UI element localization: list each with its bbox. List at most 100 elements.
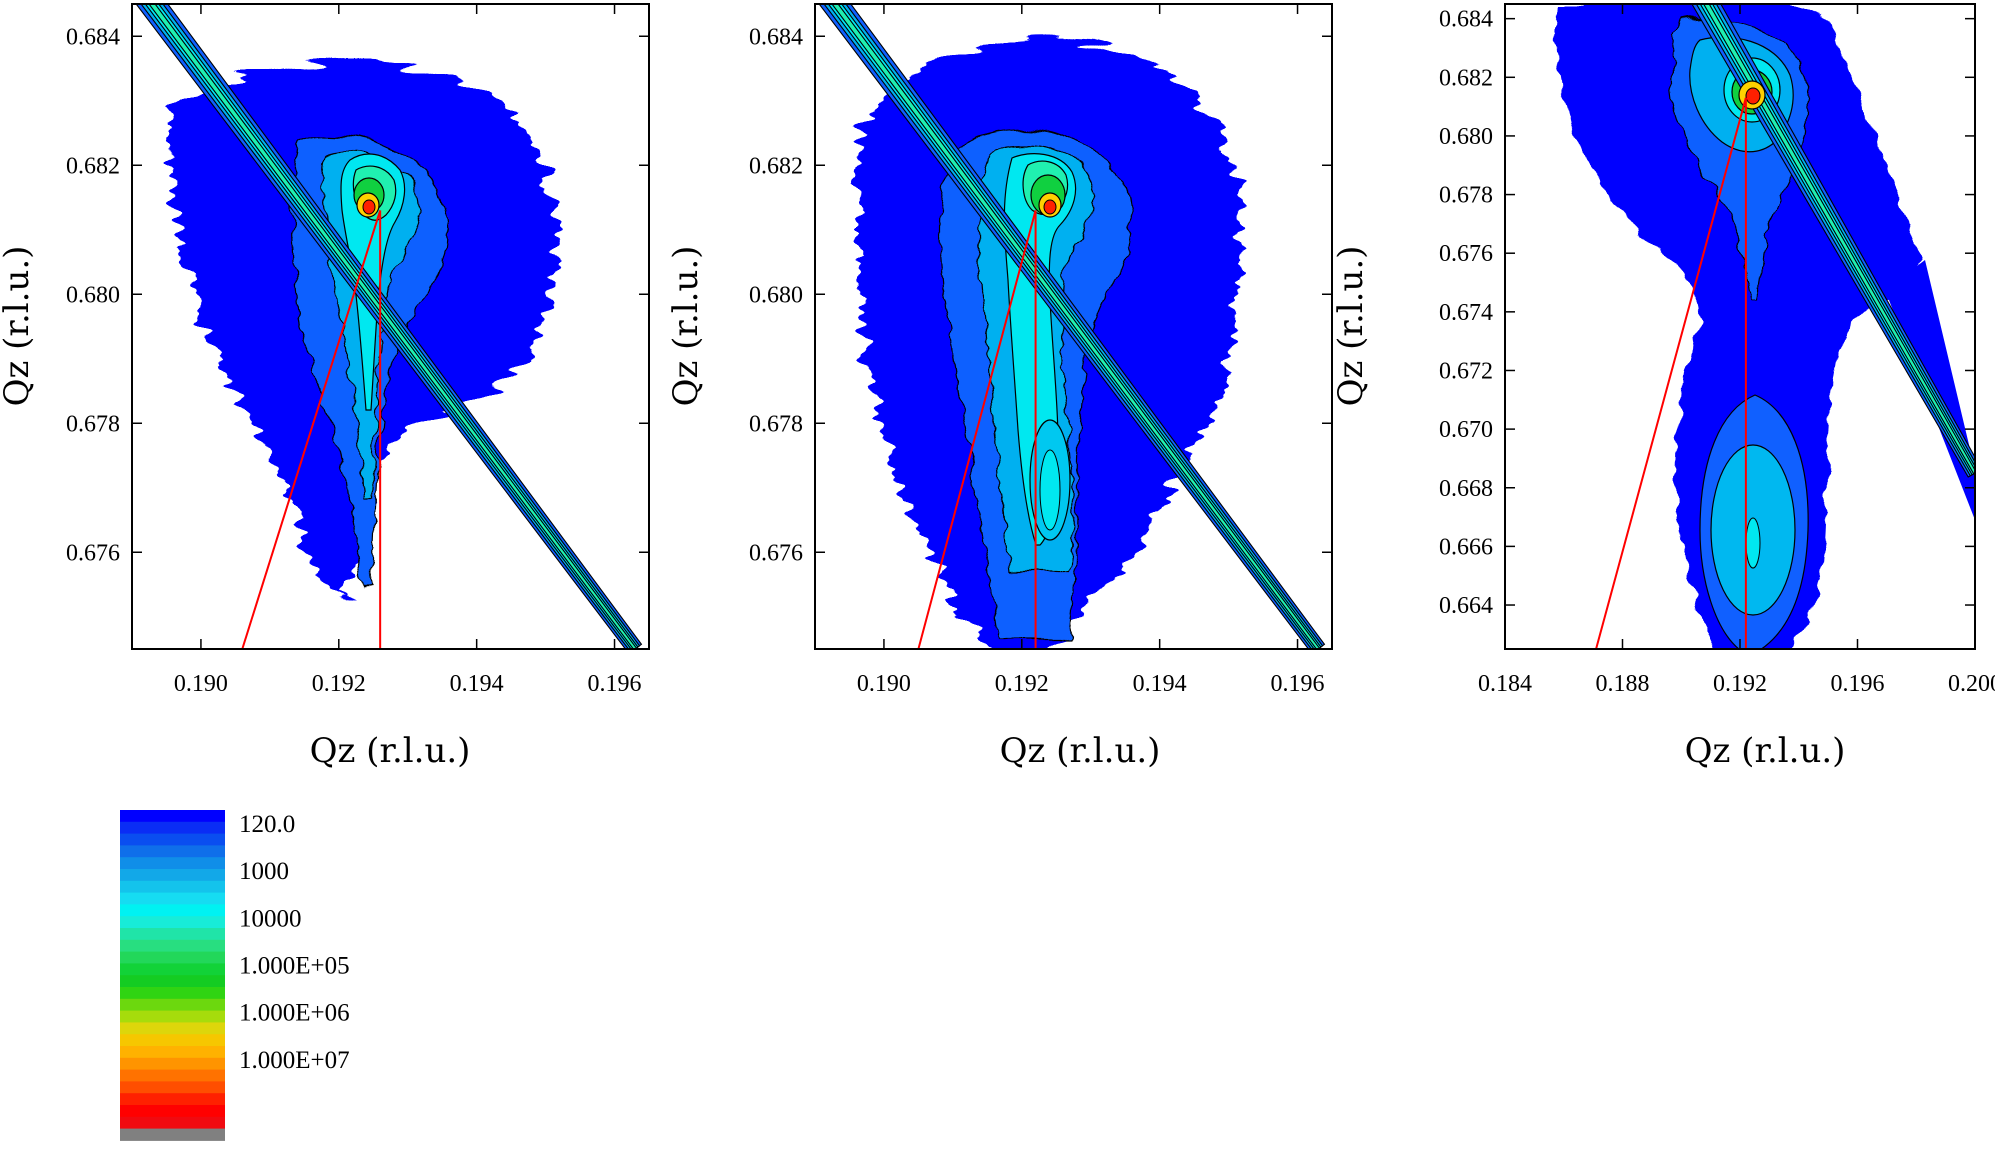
colorbar-band xyxy=(120,1034,225,1047)
colorbar-label: 1.000E+07 xyxy=(239,1047,350,1074)
colorbar-band xyxy=(120,987,225,1000)
y-tick-label: 0.676 xyxy=(1439,241,1493,267)
colorbar-band xyxy=(120,928,225,941)
y-tick-label: 0.666 xyxy=(1439,534,1493,560)
x-tick-label: 0.194 xyxy=(1133,671,1187,697)
panel-2-intensity-map xyxy=(818,4,1326,649)
colorbar-band xyxy=(120,1046,225,1059)
colorbar-band xyxy=(120,1105,225,1118)
panel-3-peak-core xyxy=(1745,87,1761,105)
panel-3-ticks: 0.184 0.188 0.192 0.196 0.200 0.664 0.666 0.668… xyxy=(1439,4,1995,697)
reference-line-2 xyxy=(917,210,1037,649)
colorbar-band xyxy=(120,998,225,1012)
colorbar-band xyxy=(120,1116,225,1130)
colorbar-band xyxy=(120,857,225,870)
y-tick-label: 0.678 xyxy=(66,411,120,437)
panel-1-peak-core xyxy=(362,199,376,215)
panel-1-x-axis-title: Qz (r.l.u.) xyxy=(310,731,471,771)
y-tick-label: 0.674 xyxy=(1439,300,1493,326)
panel-2-ticks: 0.190 0.192 0.194 0.196 0.676 0.678 0.680 0.682… xyxy=(749,4,1332,697)
panel-1-ticks: 0.190 0.192 0.194 0.196 0.676 0.678 0.680 0.682… xyxy=(66,4,649,697)
panel-3-intensity-map xyxy=(1554,4,1975,649)
panel-3-lower-peak-inner xyxy=(1745,517,1761,569)
y-tick-label: 0.684 xyxy=(1439,7,1493,33)
panel-1-y-axis-title: Qz (r.l.u.) xyxy=(0,246,37,407)
colorbar-band xyxy=(120,892,225,905)
y-tick-label: 0.670 xyxy=(1439,417,1493,443)
colorbar-band xyxy=(120,1081,225,1094)
x-tick-label: 0.190 xyxy=(857,671,911,697)
panel-2-substrate-streak xyxy=(818,4,1326,649)
colorbar-label: 1.000E+06 xyxy=(239,1000,350,1027)
x-tick-label: 0.184 xyxy=(1478,671,1532,697)
colorbar-band xyxy=(120,810,225,823)
colorbar-label: 120.0 xyxy=(239,811,295,838)
colorbar-band xyxy=(120,963,225,976)
colorbar-band xyxy=(120,1128,225,1141)
colorbar-legend: 120.0 1000 10000 1.000E+05 1.000E+06 1.000E+0… xyxy=(120,810,350,1141)
y-tick-label: 0.684 xyxy=(66,24,120,50)
colorbar-band xyxy=(120,845,225,858)
panel-2-reference-lines xyxy=(917,210,1037,649)
y-tick-label: 0.678 xyxy=(1439,183,1493,209)
colorbar-band xyxy=(120,869,225,882)
y-tick-label: 0.680 xyxy=(749,282,803,308)
colorbar-band xyxy=(120,916,225,929)
colorbar-band xyxy=(120,1093,225,1106)
reference-line-2 xyxy=(1595,97,1747,649)
x-tick-label: 0.196 xyxy=(1271,671,1325,697)
colorbar-band xyxy=(120,939,225,953)
panel-2-peak-core xyxy=(1043,199,1057,215)
y-tick-label: 0.664 xyxy=(1439,593,1493,619)
colorbar-band xyxy=(120,880,225,894)
colorbar-band xyxy=(120,1010,225,1023)
y-tick-label: 0.676 xyxy=(66,540,120,566)
panel-3-x-axis-title: Qz (r.l.u.) xyxy=(1685,731,1846,771)
y-tick-label: 0.680 xyxy=(1439,124,1493,150)
panel-1-reference-lines xyxy=(241,210,382,649)
y-tick-label: 0.676 xyxy=(749,540,803,566)
y-tick-label: 0.668 xyxy=(1439,476,1493,502)
x-tick-label: 0.192 xyxy=(995,671,1049,697)
colorbar-band xyxy=(120,1022,225,1035)
colorbar-band xyxy=(120,821,225,835)
y-tick-label: 0.682 xyxy=(1439,65,1493,91)
x-tick-label: 0.192 xyxy=(1713,671,1767,697)
panel-1: 0.190 0.192 0.194 0.196 0.676 0.678 0.680 0.682… xyxy=(0,3,650,771)
panel-1-plot-frame xyxy=(131,3,650,650)
x-tick-label: 0.190 xyxy=(174,671,228,697)
colorbar-label: 10000 xyxy=(239,905,302,932)
colorbar-band xyxy=(120,951,225,964)
panel-2-lower-peak-inner xyxy=(1039,449,1061,531)
x-tick-label: 0.200 xyxy=(1948,671,1995,697)
colorbar-label: 1.000E+05 xyxy=(239,953,350,980)
colorbar-label: 1000 xyxy=(239,858,289,885)
x-tick-label: 0.188 xyxy=(1596,671,1650,697)
streak-band-4 xyxy=(1703,4,1975,475)
panel-3-region-level-1 xyxy=(1554,4,1925,649)
panel-1-intensity-map xyxy=(135,4,643,649)
y-tick-label: 0.684 xyxy=(749,24,803,50)
y-tick-label: 0.682 xyxy=(749,153,803,179)
panel-3-reference-lines xyxy=(1595,97,1747,649)
panel-2-x-axis-title: Qz (r.l.u.) xyxy=(1000,731,1161,771)
x-tick-label: 0.196 xyxy=(1831,671,1885,697)
colorbar-band xyxy=(120,1057,225,1071)
colorbar-band xyxy=(120,1069,225,1082)
x-tick-label: 0.194 xyxy=(450,671,504,697)
y-tick-label: 0.672 xyxy=(1439,358,1493,384)
y-tick-label: 0.682 xyxy=(66,153,120,179)
panel-2-y-axis-title: Qz (r.l.u.) xyxy=(666,246,706,407)
panel-3-y-axis-title: Qz (r.l.u.) xyxy=(1331,246,1371,407)
panel-2: 0.190 0.192 0.194 0.196 0.676 0.678 0.680 0.682… xyxy=(666,3,1333,771)
y-tick-label: 0.680 xyxy=(66,282,120,308)
colorbar-band xyxy=(120,904,225,917)
reference-line-2 xyxy=(241,210,382,649)
x-tick-label: 0.192 xyxy=(312,671,366,697)
y-tick-label: 0.678 xyxy=(749,411,803,437)
panel-3-substrate-streak xyxy=(1691,4,1975,478)
panel-3: 0.184 0.188 0.192 0.196 0.200 0.664 0.666 0.668… xyxy=(1331,3,1995,771)
panel-2-plot-frame xyxy=(814,3,1333,650)
x-tick-label: 0.196 xyxy=(588,671,642,697)
